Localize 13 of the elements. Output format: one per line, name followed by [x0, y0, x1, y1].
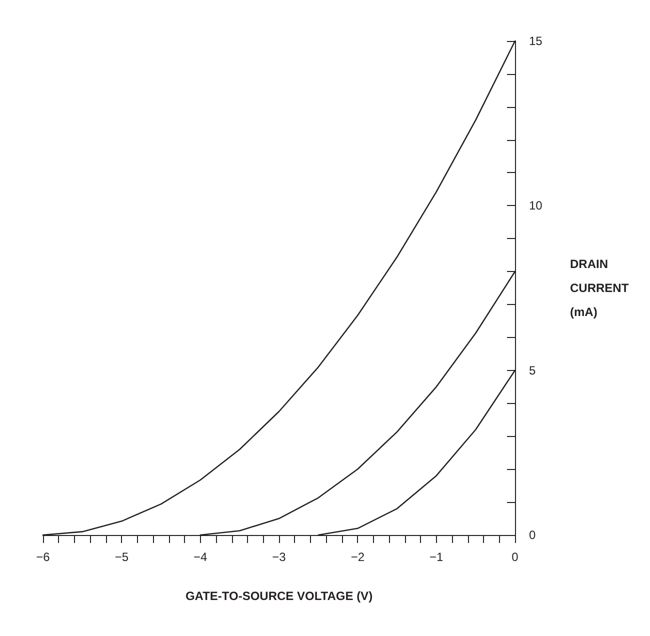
y-tick-label: 5: [529, 363, 536, 378]
x-tick-label: −4: [193, 550, 208, 564]
x-tick-label: −1: [429, 550, 444, 564]
x-tick-label: −6: [36, 550, 50, 564]
x-tick-label: −3: [272, 550, 286, 564]
y-axis-title: DRAIN CURRENT (mA): [570, 257, 630, 319]
y-tick-label: 0: [529, 528, 536, 542]
x-tick-label: −5: [114, 550, 129, 564]
y-tick-label: 10: [529, 198, 543, 213]
x-axis-title: GATE-TO-SOURCE VOLTAGE (V): [185, 589, 373, 603]
x-tick-label: 0: [512, 550, 519, 564]
y-tick-label: 15: [529, 34, 543, 48]
x-tick-label: −2: [350, 550, 365, 564]
